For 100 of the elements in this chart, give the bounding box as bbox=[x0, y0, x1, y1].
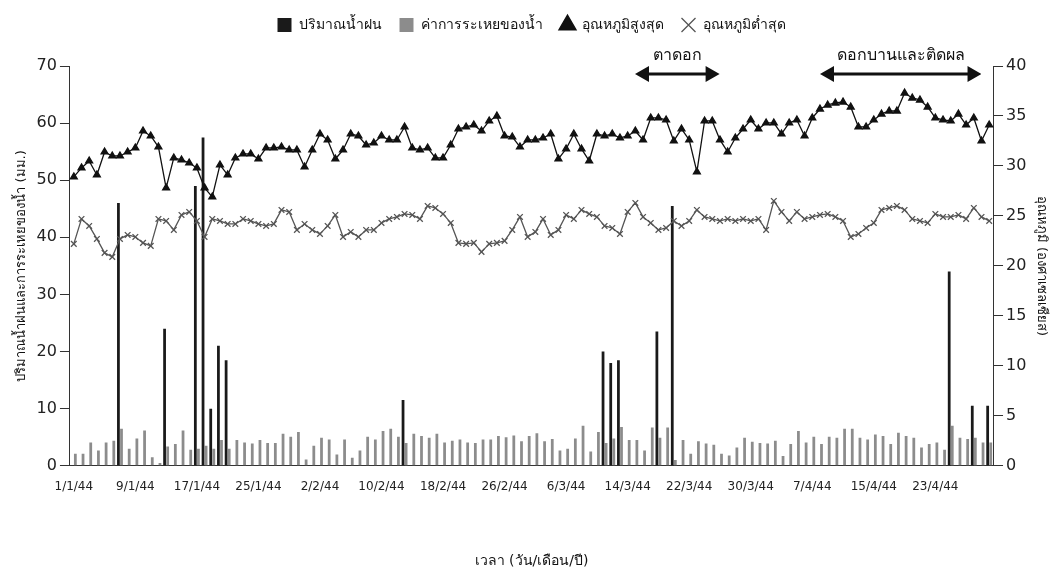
bar bbox=[612, 438, 616, 466]
bar bbox=[773, 440, 777, 466]
text: ตาดอก bbox=[653, 45, 703, 65]
y2-tick-label: 10 bbox=[1006, 355, 1027, 375]
y2-tick-label: 30 bbox=[1006, 155, 1027, 175]
bar bbox=[120, 428, 123, 466]
bar bbox=[389, 428, 393, 466]
bar bbox=[366, 436, 370, 466]
bar bbox=[343, 439, 346, 466]
bar bbox=[966, 438, 970, 466]
bar bbox=[289, 436, 293, 466]
bar bbox=[573, 438, 577, 466]
bar bbox=[850, 428, 854, 466]
y2-tick-label: 25 bbox=[1006, 205, 1027, 225]
bar bbox=[489, 439, 493, 466]
x-tick-label: 15/4/44 bbox=[850, 479, 897, 494]
y2-axis-title: อุณหภูมิ (องศาเซลเซียส) bbox=[1033, 195, 1050, 337]
bar bbox=[504, 437, 508, 466]
bar bbox=[750, 441, 754, 466]
bar bbox=[650, 427, 654, 466]
bar bbox=[689, 453, 693, 466]
x-tick-label: 23/4/44 bbox=[912, 479, 959, 494]
bar bbox=[97, 450, 100, 466]
bar bbox=[312, 445, 316, 466]
bar bbox=[912, 437, 916, 466]
y2-tick-label: 35 bbox=[1006, 105, 1027, 125]
bar bbox=[297, 432, 300, 466]
bar bbox=[427, 437, 431, 466]
bar bbox=[466, 442, 470, 466]
bar bbox=[827, 436, 831, 466]
bar bbox=[620, 426, 623, 466]
bar bbox=[250, 443, 254, 466]
bar bbox=[420, 436, 423, 466]
y-tick-label: 50 bbox=[36, 169, 57, 189]
x-tick-label: 7/4/44 bbox=[792, 479, 832, 494]
bar bbox=[927, 444, 931, 466]
bar bbox=[217, 345, 220, 466]
bar bbox=[227, 448, 231, 466]
bar bbox=[889, 444, 893, 466]
bar bbox=[163, 328, 166, 466]
bar bbox=[789, 444, 793, 466]
legend-label: อุณหภูมิสูงสุด bbox=[581, 15, 664, 33]
x-tick-label: 22/3/44 bbox=[666, 479, 713, 494]
bar bbox=[243, 442, 246, 466]
bar bbox=[73, 453, 77, 466]
legend-label: ค่าการระเหยของน้ำ bbox=[420, 13, 543, 32]
bar bbox=[450, 440, 454, 466]
y-tick-label: 60 bbox=[36, 112, 57, 132]
y-tick-label: 70 bbox=[36, 55, 57, 75]
bar bbox=[920, 447, 923, 466]
bar bbox=[543, 441, 546, 466]
bar bbox=[986, 405, 990, 466]
bar bbox=[443, 442, 446, 466]
bar bbox=[335, 454, 339, 466]
bar bbox=[127, 448, 131, 466]
bar bbox=[166, 446, 170, 466]
bar bbox=[327, 439, 331, 466]
x-tick-label: 1/1/44 bbox=[54, 479, 94, 494]
bar bbox=[617, 360, 620, 466]
bar bbox=[970, 405, 974, 466]
bar bbox=[235, 440, 239, 466]
x-tick-label: 18/2/44 bbox=[419, 479, 467, 494]
bar bbox=[843, 428, 846, 466]
bar bbox=[473, 442, 477, 466]
bar bbox=[189, 449, 193, 466]
bar bbox=[197, 448, 200, 466]
x-tick-label: 17/1/44 bbox=[173, 479, 221, 494]
bar bbox=[697, 441, 700, 466]
y2-tick-label: 20 bbox=[1006, 255, 1027, 275]
bar bbox=[947, 271, 951, 466]
bar bbox=[589, 451, 593, 466]
bar bbox=[550, 438, 554, 466]
bar bbox=[873, 434, 877, 466]
bar bbox=[412, 433, 416, 466]
bar bbox=[727, 455, 731, 466]
y-tick-label: 40 bbox=[36, 226, 57, 246]
bar bbox=[627, 440, 631, 466]
x-tick-label: 25/1/44 bbox=[235, 479, 282, 494]
y-axis-title: ปริมาณน้ำฝนและการระเหยของน้ำ (มม.) bbox=[11, 150, 29, 382]
x-tick-label: 2/2/44 bbox=[300, 479, 340, 494]
bar bbox=[193, 185, 197, 466]
bar bbox=[804, 442, 808, 466]
y-tick-label: 10 bbox=[36, 397, 57, 417]
bar bbox=[520, 441, 523, 466]
bar bbox=[350, 457, 354, 466]
bar bbox=[135, 438, 139, 466]
bar bbox=[609, 362, 613, 466]
bar bbox=[497, 436, 500, 466]
bar bbox=[150, 457, 154, 466]
bar bbox=[89, 442, 93, 466]
y2-tick-label: 5 bbox=[1006, 404, 1017, 424]
bar bbox=[512, 435, 516, 466]
bar bbox=[712, 444, 716, 466]
x-tick-label: 9/1/44 bbox=[116, 479, 155, 494]
bar bbox=[704, 443, 708, 466]
bar bbox=[209, 408, 213, 466]
bar bbox=[117, 203, 120, 466]
legend-label: อุณหภูมิต่ำสุด bbox=[702, 14, 786, 33]
bar bbox=[670, 205, 674, 466]
bar bbox=[897, 432, 900, 466]
